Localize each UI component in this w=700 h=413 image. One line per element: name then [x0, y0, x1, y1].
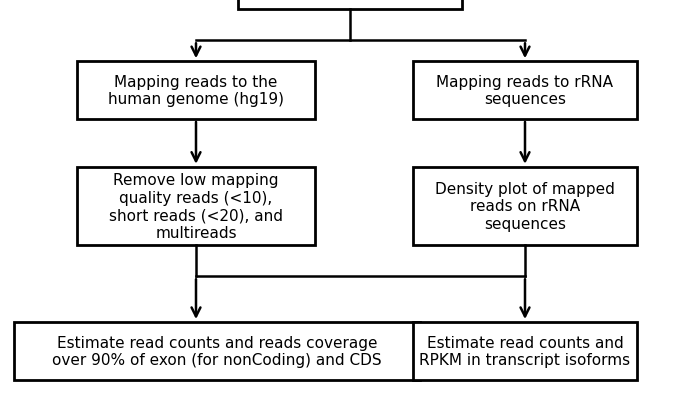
Text: Mapping reads to rRNA
sequences: Mapping reads to rRNA sequences	[437, 75, 613, 107]
Text: Estimate read counts and reads coverage
over 90% of exon (for nonCoding) and CDS: Estimate read counts and reads coverage …	[52, 335, 382, 367]
Text: Estimate read counts and
RPKM in transcript isoforms: Estimate read counts and RPKM in transcr…	[419, 335, 631, 367]
FancyBboxPatch shape	[14, 322, 420, 380]
Text: Mapping reads to the
human genome (hg19): Mapping reads to the human genome (hg19)	[108, 75, 284, 107]
FancyBboxPatch shape	[238, 0, 462, 10]
FancyBboxPatch shape	[77, 167, 315, 246]
Text: Density plot of mapped
reads on rRNA
sequences: Density plot of mapped reads on rRNA seq…	[435, 182, 615, 231]
FancyBboxPatch shape	[77, 62, 315, 120]
Text: Remove low mapping
quality reads (<10),
short reads (<20), and
multireads: Remove low mapping quality reads (<10), …	[109, 173, 283, 240]
FancyBboxPatch shape	[413, 62, 637, 120]
FancyBboxPatch shape	[413, 322, 637, 380]
FancyBboxPatch shape	[413, 167, 637, 246]
